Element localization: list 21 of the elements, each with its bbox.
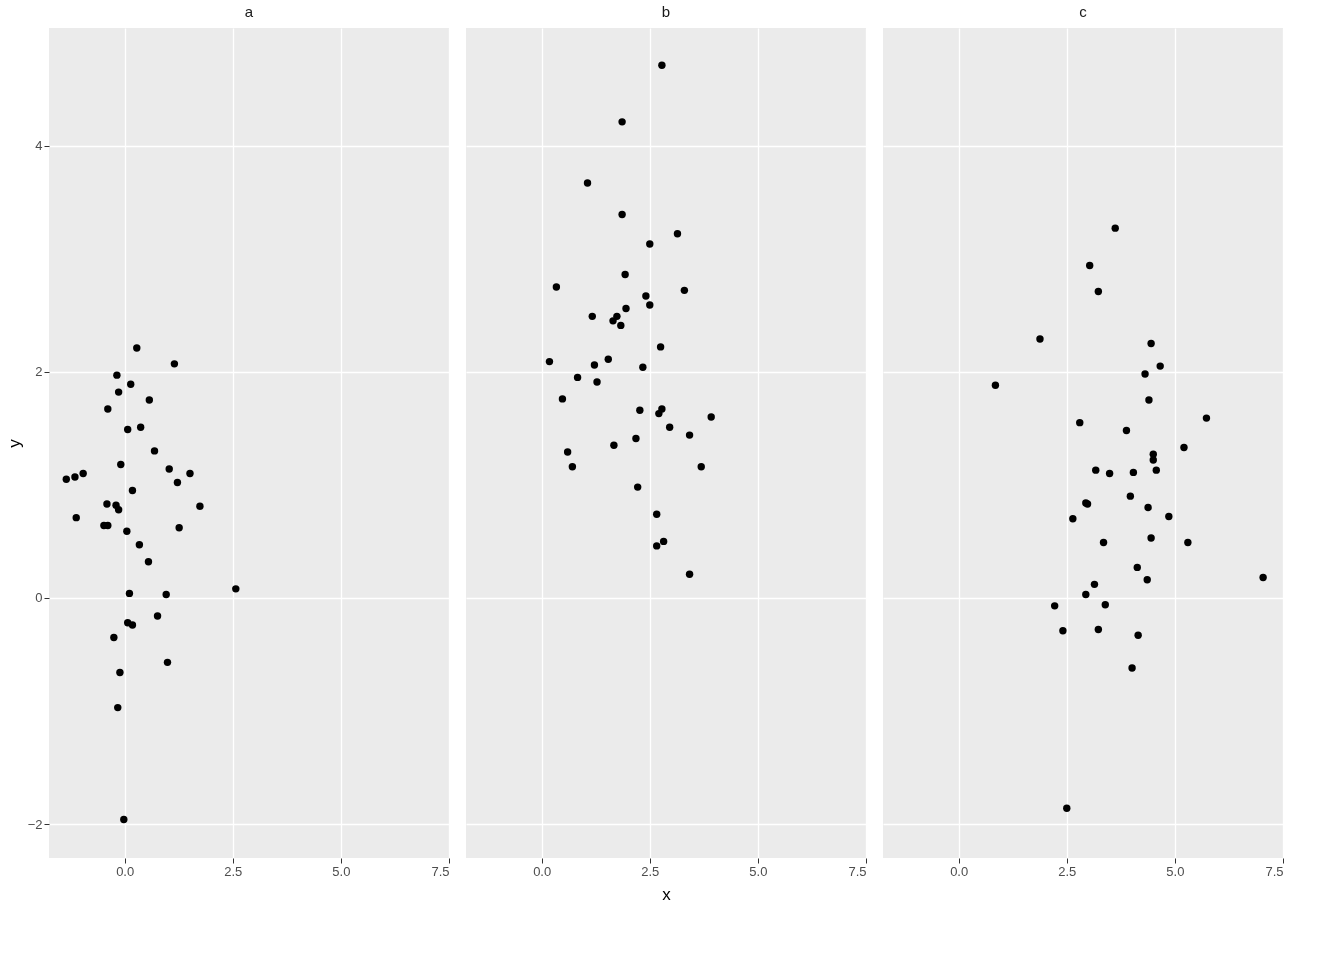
x-tick-label: 2.5: [1058, 863, 1077, 879]
x-tick-label: 2.5: [641, 863, 660, 879]
x-tick-label: 7.5: [431, 863, 450, 879]
x-tick-label: 7.5: [1265, 863, 1284, 879]
x-tick-label: 0.0: [116, 863, 135, 879]
x-tick-label: 5.0: [332, 863, 351, 879]
y-tick-label: −2: [27, 816, 43, 832]
x-tick-label: 2.5: [224, 863, 243, 879]
x-tick-label: 5.0: [749, 863, 768, 879]
chart-title: c: [1079, 3, 1088, 20]
y-tick-label: 4: [35, 138, 43, 154]
y-axis-title: y: [4, 438, 24, 448]
x-tick-label: 5.0: [1166, 863, 1185, 879]
chart-title: a: [244, 3, 254, 20]
y-tick-label: 0: [35, 590, 43, 606]
x-tick-label: 7.5: [848, 863, 867, 879]
chart-title: b: [661, 3, 671, 20]
x-tick-label: 0.0: [533, 863, 552, 879]
x-axis-title: x: [662, 884, 672, 904]
y-tick-label: 2: [35, 364, 43, 380]
x-tick-label: 0.0: [950, 863, 969, 879]
